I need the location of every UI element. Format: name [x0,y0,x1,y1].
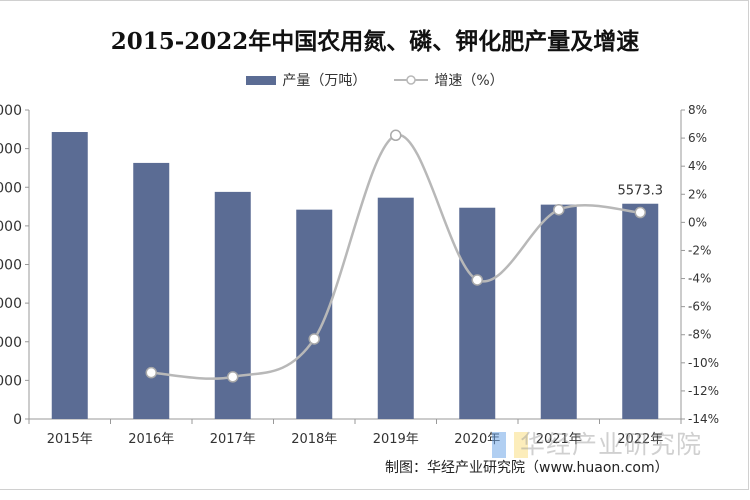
right-tick-label: 8% [688,103,707,117]
x-tick-label: 2017年 [210,432,256,447]
left-tick-label: 0 [13,412,22,428]
bar-2020年 [459,207,496,419]
bar-2016年 [133,162,170,419]
watermark: 华经产业研究院 [520,430,703,459]
growth-point-2021年 [553,203,565,216]
chart-title: 2015-2022年中国农用氮、磷、钾化肥产量及增速 [110,28,640,55]
x-tick-label: 2022年 [617,432,663,447]
right-tick-label: -14% [688,412,719,426]
growth-point-2016年 [145,366,157,379]
legend-label-production: 产量（万吨） [282,73,367,89]
x-tick-label: 2016年 [128,432,174,447]
legend-item-production: 产量（万吨） [246,70,366,90]
right-tick-label: -2% [688,243,711,257]
left-tick-label: 4000 [0,258,22,274]
bar-2015年 [51,132,88,420]
left-tick-label: 1000 [0,373,22,389]
bar-2019年 [377,197,414,419]
x-tick-label: 2018年 [291,432,337,447]
right-tick-label: 4% [688,159,707,173]
right-tick-label: -10% [688,356,719,370]
growth-point-2022年 [634,206,646,219]
legend-item-growth: 增速（%） [394,70,504,90]
right-tick-label: -12% [688,384,719,398]
right-tick-label: 0% [688,215,707,229]
growth-point-2020年 [471,274,483,286]
right-tick-label: -6% [688,300,711,314]
right-tick-label: 2% [688,187,707,201]
data-label: 5573.3 [618,184,664,199]
bar-2017年 [214,191,251,419]
right-tick-label: -8% [688,328,711,342]
x-tick-label: 2019年 [373,432,419,447]
left-tick-label: 5000 [0,219,22,235]
left-tick-label: 8000 [0,103,22,119]
legend-bar-swatch [246,75,277,85]
legend-line-swatch [394,75,429,85]
right-tick-label: -4% [688,272,711,286]
legend-label-growth: 增速（%） [434,73,504,89]
bar-2022年 [622,203,659,419]
growth-point-2018年 [308,333,320,345]
left-tick-label: 7000 [0,142,22,158]
growth-point-2017年 [227,371,239,383]
x-tick-label: 2020年 [454,432,500,447]
x-tick-label: 2015年 [47,432,93,447]
x-tick-label: 2021年 [536,432,582,447]
right-tick-label: 6% [688,131,707,145]
left-tick-label: 6000 [0,180,22,196]
left-tick-label: 3000 [0,296,22,312]
left-tick-label: 2000 [0,335,22,351]
growth-point-2019年 [390,129,402,142]
legend: 产量（万吨） 增速（%） [0,70,750,90]
source-note: 制图：华经产业研究院（www.huaon.com） [385,460,669,476]
bar-2021年 [540,204,577,419]
watermark-logo [492,432,528,458]
